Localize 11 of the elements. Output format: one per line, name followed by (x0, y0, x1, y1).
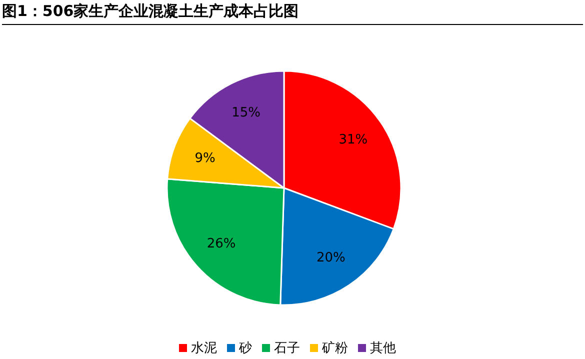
legend-label: 砂 (239, 341, 252, 356)
legend-label: 其他 (370, 341, 396, 356)
legend-label: 矿粉 (322, 341, 348, 356)
data-label: 20% (316, 250, 346, 266)
data-label: 31% (338, 132, 368, 148)
data-label: 15% (232, 105, 261, 120)
legend-label: 石子 (274, 341, 300, 356)
data-label: 26% (206, 236, 236, 252)
legend-label: 水泥 (191, 341, 217, 356)
chart-title: 图1：506家生产企业混凝土生产成本占比图 (2, 2, 583, 25)
data-label: 9% (194, 151, 216, 166)
